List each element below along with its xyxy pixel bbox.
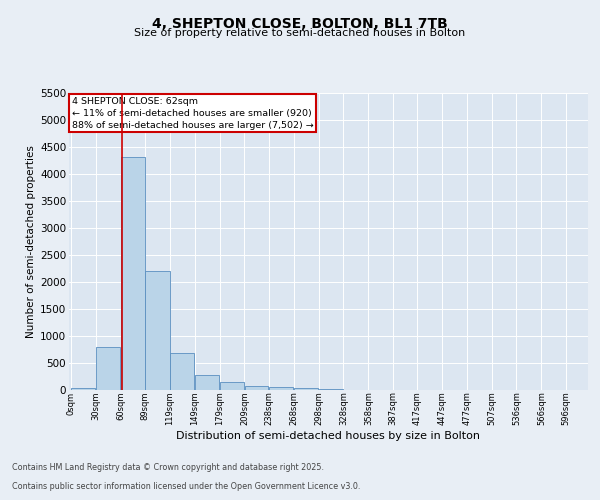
- Bar: [71, 388, 95, 390]
- Text: 4 SHEPTON CLOSE: 62sqm
← 11% of semi-detached houses are smaller (920)
88% of se: 4 SHEPTON CLOSE: 62sqm ← 11% of semi-det…: [71, 97, 313, 130]
- Y-axis label: Number of semi-detached properties: Number of semi-detached properties: [26, 145, 36, 338]
- Bar: [145, 271, 170, 390]
- Text: Contains public sector information licensed under the Open Government Licence v3: Contains public sector information licen…: [12, 482, 361, 491]
- Bar: [170, 353, 194, 390]
- Bar: [293, 388, 319, 390]
- Bar: [220, 382, 244, 390]
- Bar: [245, 386, 268, 390]
- Text: 4, SHEPTON CLOSE, BOLTON, BL1 7TB: 4, SHEPTON CLOSE, BOLTON, BL1 7TB: [152, 18, 448, 32]
- Text: Size of property relative to semi-detached houses in Bolton: Size of property relative to semi-detach…: [134, 28, 466, 38]
- X-axis label: Distribution of semi-detached houses by size in Bolton: Distribution of semi-detached houses by …: [176, 431, 481, 441]
- Bar: [96, 346, 121, 390]
- Text: Contains HM Land Registry data © Crown copyright and database right 2025.: Contains HM Land Registry data © Crown c…: [12, 464, 324, 472]
- Bar: [121, 158, 145, 390]
- Bar: [195, 375, 220, 390]
- Bar: [269, 387, 293, 390]
